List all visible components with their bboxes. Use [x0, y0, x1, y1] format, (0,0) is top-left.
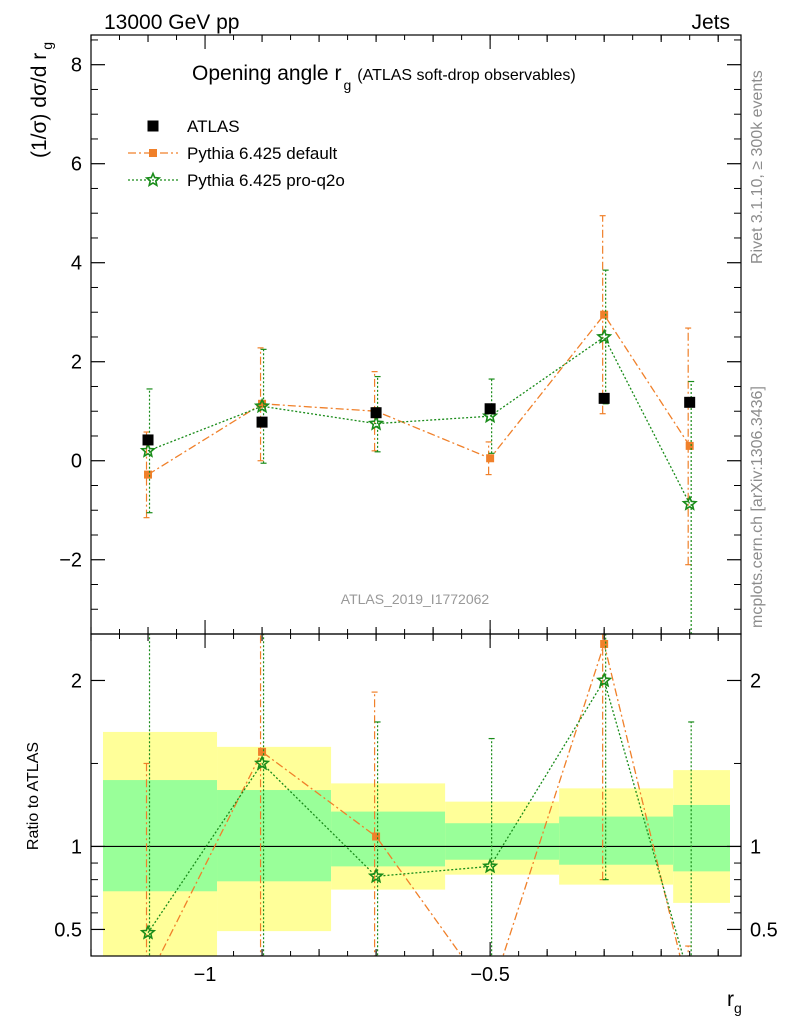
main-proq2o-line: [147, 336, 691, 505]
ratio-frame: [90, 633, 742, 957]
ratio-default-point: [258, 747, 267, 756]
xtick-label: −1: [194, 964, 217, 986]
legend-proq2o-marker: [144, 171, 162, 188]
xtick-label: −0.5: [470, 964, 509, 986]
main-atlas-point: [684, 396, 696, 408]
main-atlas-point: [484, 403, 496, 415]
main-series-layer: [139, 215, 698, 634]
ratio-default-line: [158, 641, 681, 956]
main-ylabel: (1/σ) dσ/d r g: [28, 42, 55, 158]
legend-label: ATLAS: [187, 117, 240, 136]
header-right: Jets: [691, 11, 730, 34]
legend-label: Pythia 6.425 default: [187, 144, 338, 163]
ratio-series-layer: [139, 634, 696, 1000]
ratio-bands-layer: [91, 731, 741, 956]
main-ytick-label: 4: [71, 253, 82, 275]
ratio-band-inner: [559, 816, 674, 865]
ratio-proq2o-point: [684, 973, 696, 985]
main-atlas-point: [370, 407, 382, 419]
ratio-proq2o-point: [481, 857, 499, 874]
main-proq2o-point: [139, 442, 157, 458]
ratio-band-inner: [445, 823, 560, 860]
ratio-ytick-label: 1: [71, 836, 82, 858]
ratio-proq2o-point: [367, 867, 385, 884]
main-default-point: [486, 454, 495, 463]
ratio-ytick-label: 2: [71, 670, 82, 692]
main-proq2o-point: [367, 415, 385, 431]
xlabel: rg: [727, 988, 742, 1016]
ratio-proq2o-point: [139, 924, 157, 940]
main-proq2o-point: [253, 397, 271, 414]
header-left: 13000 GeV pp: [104, 11, 239, 34]
ratio-band-inner: [103, 780, 218, 892]
ratio-ytick-label: 0.5: [54, 919, 82, 941]
analysis-id: ATLAS_2019_I1772062: [341, 591, 490, 607]
main-title-sub: g: [343, 77, 351, 93]
ratio-ytick-label-right: 0.5: [750, 919, 778, 941]
rivet-label: Rivet 3.1.10, ≥ 300k events: [749, 70, 766, 264]
main-default-point: [258, 399, 267, 408]
ratio-band-inner: [673, 804, 730, 872]
main-atlas-point: [598, 392, 610, 404]
main-title-rest: (ATLAS soft-drop observables): [357, 67, 575, 84]
main-ylabel-sub: g: [39, 42, 55, 50]
main-ytick-label: −2: [59, 550, 82, 572]
main-ytick-label: 0: [71, 451, 82, 473]
main-ytick-label: 2: [71, 352, 82, 374]
main-title-main: Opening angle r: [192, 62, 341, 85]
ratio-band-inner: [331, 811, 446, 867]
legend-default-marker: [149, 149, 157, 157]
ratio-default-point: [144, 975, 152, 983]
main-atlas-point: [256, 416, 268, 428]
ratio-default-point: [686, 992, 694, 1000]
main-default-point: [600, 310, 609, 319]
main-axes: −2 0 2 4 6 8: [59, 34, 742, 956]
main-ytick-label: 8: [71, 55, 82, 77]
ratio-default-point: [372, 832, 381, 841]
main-proq2o-point: [681, 495, 698, 511]
ratio-band-inner: [217, 790, 332, 882]
main-ytick-label: 6: [71, 154, 82, 176]
ratio-ytick-label-right: 1: [750, 836, 761, 858]
ratio-proq2o-point: [596, 671, 613, 688]
mcplots-label: mcplots.cern.ch [arXiv:1306.3436]: [749, 386, 766, 628]
legend: ATLAS Pythia 6.425 default Pythia 6.425 pr…: [128, 117, 345, 190]
legend-label: Pythia 6.425 pro-q2o: [187, 171, 345, 190]
main-default-point: [144, 470, 153, 479]
legend-atlas-marker: [147, 120, 159, 132]
ratio-proq2o-point: [253, 754, 271, 771]
main-proq2o-point: [596, 328, 613, 344]
ratio-default-point: [486, 992, 494, 1000]
main-atlas-point: [142, 434, 154, 446]
main-title: Opening angle r g (ATLAS soft-drop observa…: [192, 62, 576, 93]
xlabel-sub: g: [734, 1000, 742, 1016]
ratio-ytick-label-right: 2: [750, 670, 761, 692]
main-default-line: [147, 313, 691, 476]
xlabel-main: r: [727, 988, 734, 1011]
ratio-proq2o-line: [147, 678, 684, 956]
ratio-default-point: [600, 639, 609, 648]
main-default-point: [685, 441, 694, 450]
main-ylabel-main: (1/σ) dσ/d r: [28, 53, 51, 158]
ratio-ylabel: Ratio to ATLAS: [25, 742, 42, 850]
ratio-axes: −1 −0.5 0.5 0.5 1 1 2 2: [54, 633, 778, 986]
